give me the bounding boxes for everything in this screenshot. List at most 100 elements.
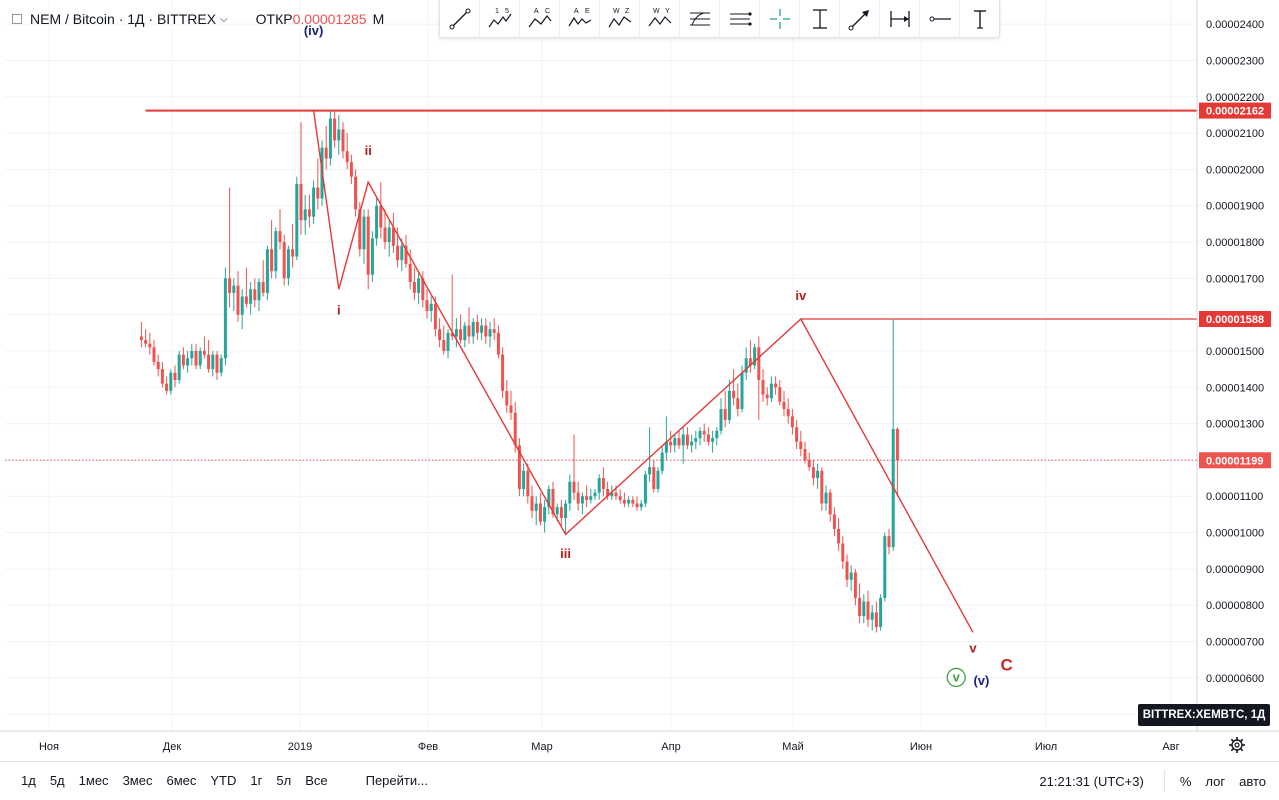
candle	[879, 594, 883, 631]
svg-text:1: 1	[495, 8, 499, 15]
candle	[811, 459, 815, 486]
wave-label[interactable]: v	[969, 640, 977, 655]
parallel-channel-tool[interactable]	[719, 0, 759, 37]
candle-body	[606, 488, 610, 497]
wave-label[interactable]: iii	[560, 546, 571, 561]
candle	[572, 434, 576, 500]
candle	[883, 532, 887, 602]
candle	[337, 114, 341, 155]
candle	[240, 289, 244, 330]
date-range-tool[interactable]	[879, 0, 919, 37]
trend-line-tool[interactable]	[440, 0, 479, 37]
log-scale-button[interactable]: лог	[1205, 773, 1226, 789]
candle-body	[181, 354, 185, 366]
candle	[891, 319, 895, 551]
candle	[160, 361, 164, 388]
candle-body	[832, 514, 836, 529]
candle	[744, 347, 748, 381]
candle-body	[618, 496, 622, 500]
range-button[interactable]: YTD	[210, 773, 237, 788]
range-button[interactable]: 5л	[276, 773, 292, 788]
percent-scale-button[interactable]: %	[1179, 773, 1192, 789]
candle-body	[719, 409, 723, 431]
wave-label[interactable]: (iv)	[304, 23, 324, 38]
candle-body	[400, 245, 404, 261]
wave-label[interactable]: ii	[365, 143, 372, 158]
range-button[interactable]: Все	[305, 773, 328, 788]
fib-retracement-tool[interactable]	[679, 0, 719, 37]
candle	[496, 325, 500, 359]
candle-body	[194, 350, 198, 366]
candle-body	[232, 285, 236, 293]
collapse-icon[interactable]	[12, 14, 22, 24]
clock-display[interactable]: 21:21:31 (UTC+3)	[1039, 773, 1144, 789]
candle-body	[324, 147, 328, 159]
text-tool[interactable]	[959, 0, 999, 37]
wave-label[interactable]: i	[337, 303, 341, 318]
candle	[824, 485, 828, 511]
candle	[757, 336, 761, 420]
wave-label[interactable]: C	[1000, 656, 1012, 675]
candle-body	[291, 249, 295, 257]
candle	[421, 271, 425, 308]
candle	[165, 376, 169, 395]
y-tick-label: 0.00001000	[1206, 528, 1264, 540]
candle-body	[328, 118, 332, 159]
candle-body	[345, 151, 349, 163]
symbol-title[interactable]: NEM / Bitcoin · 1Д · BITTREX	[30, 11, 217, 27]
y-tick-label: 0.00001800	[1206, 237, 1264, 249]
crosshair-tool[interactable]	[759, 0, 799, 37]
candle-body	[648, 467, 652, 475]
candle	[723, 390, 727, 428]
wave-label[interactable]: iv	[795, 288, 807, 303]
wave-polyline[interactable]	[312, 110, 974, 633]
candle-body	[585, 496, 589, 500]
y-tick-label: 0.00002000	[1206, 164, 1264, 176]
arrow-tool[interactable]	[839, 0, 879, 37]
candle	[648, 427, 652, 482]
candle	[345, 133, 349, 170]
candle	[677, 430, 681, 450]
auto-scale-button[interactable]: авто	[1239, 773, 1266, 789]
wave-label[interactable]: v	[953, 669, 961, 684]
candle	[307, 194, 311, 228]
range-button[interactable]: 1д	[21, 773, 36, 788]
candle-body	[547, 488, 551, 508]
chart-settings-button[interactable]	[1222, 733, 1252, 757]
range-button[interactable]: 1г	[250, 773, 263, 788]
gear-icon	[1229, 737, 1245, 753]
wave-label[interactable]: (v)	[973, 673, 989, 688]
candle	[753, 343, 757, 370]
candle	[698, 427, 702, 446]
y-tick-label: 0.00001700	[1206, 273, 1264, 285]
candle	[232, 278, 236, 312]
symbol-tooltip: BITTREX:XEMBTC, 1Д	[1138, 704, 1270, 726]
goto-date-button[interactable]: Перейти...	[365, 773, 428, 788]
svg-text:A: A	[534, 8, 539, 15]
candle-body	[702, 430, 706, 435]
candle	[442, 325, 446, 355]
range-button[interactable]: 5д	[49, 773, 65, 788]
candle	[845, 554, 849, 588]
range-button[interactable]: 3мес	[122, 773, 153, 788]
chevron-down-icon[interactable]: ⌵	[220, 13, 228, 25]
price-range-tool[interactable]	[799, 0, 839, 37]
candle	[761, 369, 765, 402]
range-button[interactable]: 1мес	[78, 773, 109, 788]
candle	[795, 419, 799, 450]
truncated-label: М	[372, 11, 385, 27]
range-button[interactable]: 6мес	[166, 773, 197, 788]
svg-text:W: W	[613, 8, 620, 15]
candle-body	[173, 372, 177, 381]
horizontal-ray-tool[interactable]	[919, 0, 959, 37]
candle-body	[169, 372, 173, 391]
candle-body	[417, 278, 421, 293]
